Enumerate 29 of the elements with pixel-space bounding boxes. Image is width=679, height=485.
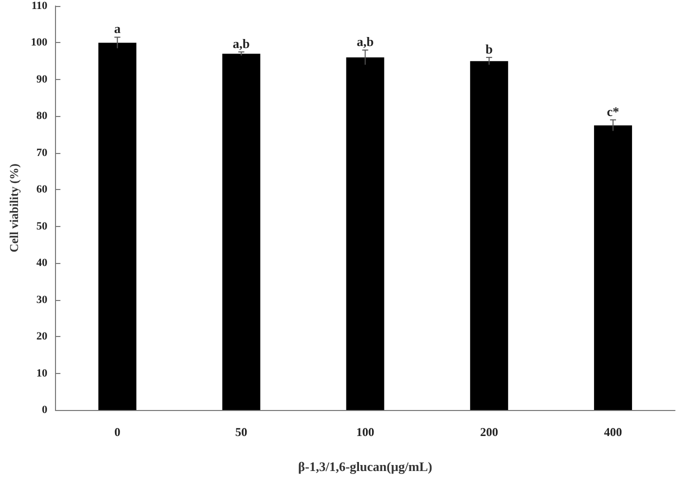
annotation: b (486, 41, 493, 56)
x-tick-label: 200 (480, 425, 498, 439)
y-tick-label: 90 (36, 73, 48, 86)
bar (98, 42, 136, 410)
x-tick-label: 400 (604, 425, 622, 439)
y-tick-label: 30 (36, 294, 48, 306)
y-tick-label: 40 (36, 257, 48, 270)
y-tick-label: 60 (36, 184, 48, 196)
bar (222, 54, 260, 410)
bar (346, 57, 384, 410)
y-tick-label: 0 (42, 404, 48, 416)
x-axis-title: β-1,3/1,6-glucan(μg/mL) (298, 459, 432, 474)
annotation: a,b (356, 34, 374, 50)
y-tick-label: 70 (36, 146, 48, 159)
y-tick-label: 110 (31, 0, 48, 12)
bar (594, 125, 632, 410)
annotation: a,b (232, 36, 250, 51)
x-tick-label: 100 (356, 425, 374, 439)
bar (470, 61, 508, 410)
y-tick-label: 10 (36, 367, 48, 380)
x-tick-label: 0 (114, 425, 120, 439)
y-tick-label: 50 (36, 220, 48, 232)
x-tick-label: 50 (235, 425, 248, 439)
annotation: a (114, 21, 122, 36)
annotation: c* (606, 104, 620, 119)
y-tick-label: 100 (30, 36, 48, 49)
y-tick-label: 20 (36, 330, 48, 343)
y-tick-label: 80 (36, 110, 48, 122)
y-axis-title: Cell viability (%) (7, 164, 21, 252)
